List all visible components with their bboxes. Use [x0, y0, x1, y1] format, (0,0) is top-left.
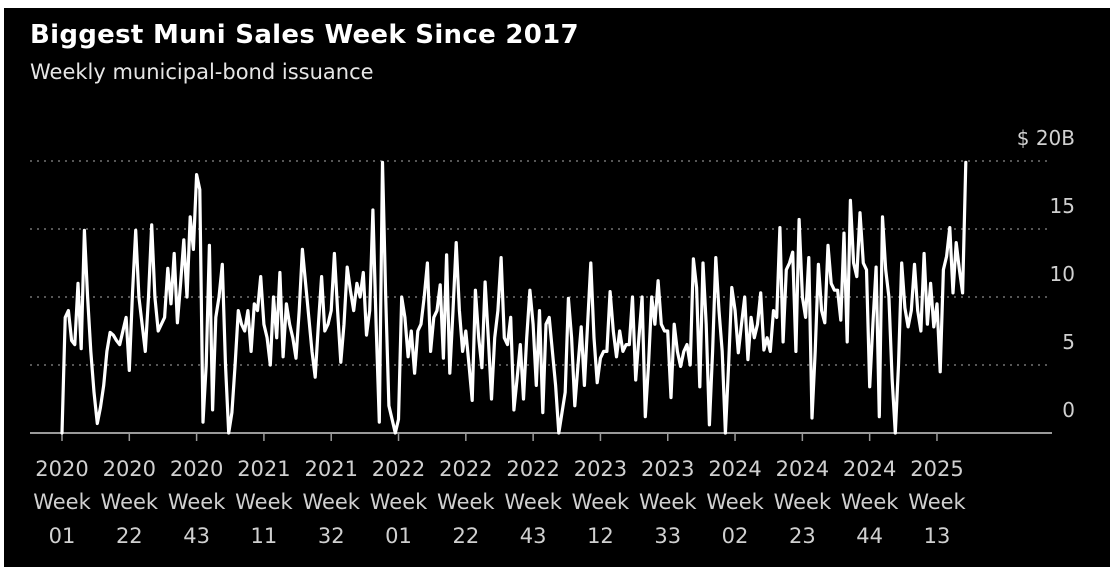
x-tick-week: 22: [452, 524, 479, 548]
x-tick-year: 2021: [304, 457, 357, 481]
x-tick-year: 2022: [506, 457, 559, 481]
y-tick-label: 15: [1050, 194, 1075, 218]
x-tick-week: 22: [116, 524, 143, 548]
x-tick-year: 2023: [574, 457, 627, 481]
x-tick-week: 33: [654, 524, 681, 548]
x-tick-year: 2025: [910, 457, 963, 481]
y-tick-label: 10: [1050, 262, 1075, 286]
chart-title: Biggest Muni Sales Week Since 2017: [30, 20, 579, 50]
x-tick-year: 2020: [35, 457, 88, 481]
x-tick-year: 2024: [708, 457, 761, 481]
x-tick-year: 2023: [641, 457, 694, 481]
x-tick-week: 32: [318, 524, 345, 548]
series-line: [60, 160, 968, 435]
x-tick-label: Week: [572, 490, 630, 514]
x-tick-year: 2020: [103, 457, 156, 481]
x-tick-week: 13: [924, 524, 951, 548]
x-tick-year: 2022: [439, 457, 492, 481]
x-tick-label: Week: [101, 490, 159, 514]
y-tick-label: 0: [1062, 398, 1075, 422]
chart-subtitle: Weekly municipal-bond issuance: [30, 60, 374, 84]
x-tick-week: 43: [520, 524, 547, 548]
x-tick-label: Week: [437, 490, 495, 514]
x-tick-year: 2021: [237, 457, 290, 481]
x-tick-year: 2020: [170, 457, 223, 481]
series-layer: [60, 160, 968, 435]
x-tick-label: Week: [706, 490, 764, 514]
x-tick-label: Week: [504, 490, 562, 514]
y-tick-label: 5: [1062, 330, 1075, 354]
x-tick-label: Week: [33, 490, 91, 514]
x-tick-label: Week: [370, 490, 428, 514]
x-tick-week: 43: [183, 524, 210, 548]
x-tick-week: 01: [385, 524, 412, 548]
x-tick-week: 23: [789, 524, 816, 548]
x-tick-label: Week: [774, 490, 832, 514]
x-tick-label: Week: [235, 490, 293, 514]
x-axis: 2020 Week 01 2020 Week 22 2020 Week 43 2021 Week 11…: [30, 432, 1052, 548]
x-tick-week: 12: [587, 524, 614, 548]
x-tick-week: 01: [49, 524, 76, 548]
x-tick-label: Week: [908, 490, 966, 514]
x-tick-label: Week: [841, 490, 899, 514]
x-tick-label: Week: [168, 490, 226, 514]
x-tick-label: Week: [639, 490, 697, 514]
x-tick-year: 2024: [776, 457, 829, 481]
y-tick-label: $ 20B: [1017, 126, 1075, 150]
x-tick-week: 02: [722, 524, 749, 548]
x-tick-week: 44: [856, 524, 883, 548]
x-tick-label: Week: [302, 490, 360, 514]
x-tick-week: 11: [251, 524, 278, 548]
x-tick-year: 2024: [843, 457, 896, 481]
y-axis-labels: 0 5 10 15 $ 20B: [1017, 126, 1075, 422]
x-tick-year: 2022: [372, 457, 425, 481]
